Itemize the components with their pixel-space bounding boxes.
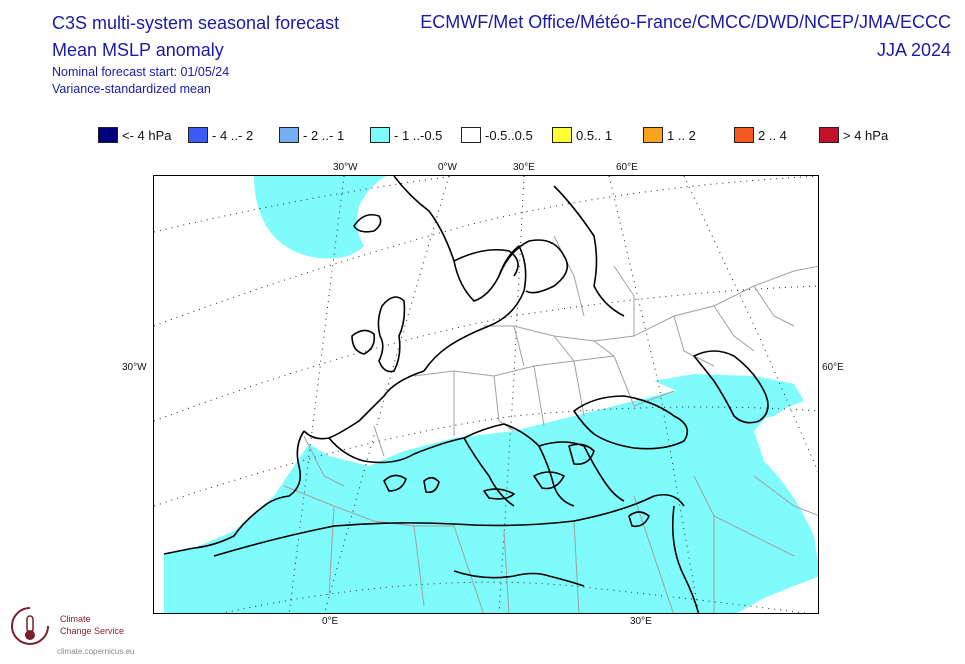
map-canvas [154,176,818,613]
legend-swatch [461,127,481,143]
grid-label-bottom: 30°E [630,616,652,627]
anomaly-area-mediterranean [164,376,818,613]
legend-swatch [279,127,299,143]
method-label: Variance-standardized mean [52,82,211,96]
country-borders [283,235,818,613]
grid-label-bottom: 0°E [322,616,339,627]
models-label: ECMWF/Met Office/Météo-France/CMCC/DWD/N… [420,12,951,32]
legend-label: 0.5.. 1 [576,128,613,143]
thermometer-icon [11,607,49,645]
season-label: JJA 2024 [876,40,951,60]
graticule [154,176,818,613]
legend-swatch [188,127,208,143]
grid-label-top: 30°E [513,162,535,173]
legend-swatch [98,127,118,143]
legend-swatch [819,127,839,143]
legend-swatch [643,127,663,143]
grid-label-top: 30°W [333,162,358,173]
legend-label: > 4 hPa [843,128,889,143]
forecast-start: Nominal forecast start: 01/05/24 [52,65,230,79]
map-frame [153,175,819,614]
copernicus-logo: Climate Change Service climate.copernicu… [8,604,148,660]
legend-label: <- 4 hPa [122,128,172,143]
anomaly-area-north-atlantic [254,176,386,259]
logo-line1: Climate [60,614,91,624]
legend-swatch [734,127,754,143]
grid-label-top: 60°E [616,162,638,173]
legend-swatch [552,127,572,143]
title-block: C3S multi-system seasonal forecast Mean … [52,10,339,98]
legend-label: 1 .. 2 [667,128,696,143]
models-block: ECMWF/Met Office/Météo-France/CMCC/DWD/N… [420,8,951,64]
grid-label-left: 30°W [122,362,147,373]
legend-label: - 2 ..- 1 [303,128,345,143]
map-title: C3S multi-system seasonal forecast [52,13,340,33]
map-subtitle: Mean MSLP anomaly [52,40,224,60]
legend-label: 2 .. 4 [758,128,787,143]
logo-line2: Change Service [60,626,125,636]
legend-label: - 4 ..- 2 [212,128,254,143]
grid-label-top: 0°W [438,162,457,173]
logo-url: climate.copernicus.eu [57,647,135,656]
legend-swatch [370,127,390,143]
legend-label: -0.5..0.5 [485,128,533,143]
grid-label-right: 60°E [822,362,844,373]
coastlines [163,176,769,613]
legend-label: - 1 ..-0.5 [394,128,443,143]
